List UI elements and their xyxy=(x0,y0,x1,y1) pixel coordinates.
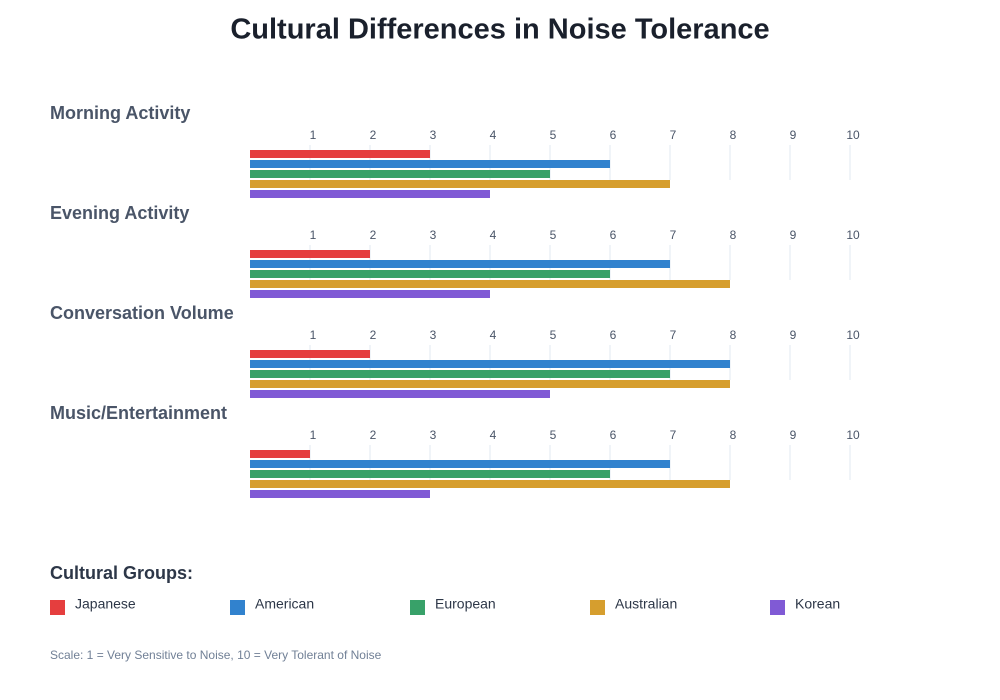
x-tick-label: 5 xyxy=(550,228,557,242)
x-tick-label: 8 xyxy=(730,128,737,142)
x-tick-label: 9 xyxy=(790,428,797,442)
bar xyxy=(250,270,610,278)
legend-label: American xyxy=(255,596,314,612)
bar xyxy=(250,170,550,178)
note: Scale: 1 = Very Sensitive to Noise, 10 =… xyxy=(50,648,382,662)
legend-swatch xyxy=(410,600,425,615)
x-tick-label: 6 xyxy=(610,228,617,242)
bar xyxy=(250,380,730,388)
bar xyxy=(250,150,430,158)
x-tick-label: 1 xyxy=(310,128,317,142)
bar xyxy=(250,370,670,378)
x-tick-label: 7 xyxy=(670,328,677,342)
legend-swatch xyxy=(770,600,785,615)
bar xyxy=(250,490,430,498)
x-tick-label: 6 xyxy=(610,128,617,142)
x-tick-label: 5 xyxy=(550,128,557,142)
x-tick-label: 3 xyxy=(430,428,437,442)
x-tick-label: 4 xyxy=(490,428,497,442)
legend-swatch xyxy=(590,600,605,615)
legend-label: European xyxy=(435,596,496,612)
x-tick-label: 3 xyxy=(430,128,437,142)
x-tick-label: 7 xyxy=(670,428,677,442)
legend-label: Australian xyxy=(615,596,677,612)
bar xyxy=(250,250,370,258)
x-tick-label: 5 xyxy=(550,328,557,342)
x-tick-label: 10 xyxy=(846,428,860,442)
bar xyxy=(250,360,730,368)
x-tick-label: 6 xyxy=(610,428,617,442)
x-tick-label: 10 xyxy=(846,128,860,142)
legend-swatch xyxy=(230,600,245,615)
bar xyxy=(250,260,670,268)
x-tick-label: 4 xyxy=(490,128,497,142)
x-tick-label: 5 xyxy=(550,428,557,442)
group-title: Evening Activity xyxy=(50,203,189,223)
group-title: Music/Entertainment xyxy=(50,403,227,423)
x-tick-label: 8 xyxy=(730,428,737,442)
bar xyxy=(250,180,670,188)
x-tick-label: 4 xyxy=(490,328,497,342)
x-tick-label: 6 xyxy=(610,328,617,342)
bar xyxy=(250,460,670,468)
legend-swatch xyxy=(50,600,65,615)
x-tick-label: 1 xyxy=(310,228,317,242)
legend-title: Cultural Groups: xyxy=(50,563,193,583)
x-tick-label: 7 xyxy=(670,128,677,142)
x-tick-label: 1 xyxy=(310,428,317,442)
x-tick-label: 2 xyxy=(370,328,377,342)
bar xyxy=(250,470,610,478)
group-title: Conversation Volume xyxy=(50,303,234,323)
bar xyxy=(250,160,610,168)
bar xyxy=(250,350,370,358)
x-tick-label: 10 xyxy=(846,228,860,242)
bar xyxy=(250,480,730,488)
x-tick-label: 9 xyxy=(790,328,797,342)
x-tick-label: 3 xyxy=(430,228,437,242)
group-title: Morning Activity xyxy=(50,103,190,123)
x-tick-label: 8 xyxy=(730,328,737,342)
x-tick-label: 1 xyxy=(310,328,317,342)
bar xyxy=(250,450,310,458)
bar xyxy=(250,290,490,298)
legend-label: Korean xyxy=(795,596,840,612)
bar xyxy=(250,390,550,398)
bar xyxy=(250,280,730,288)
x-tick-label: 2 xyxy=(370,228,377,242)
x-tick-label: 7 xyxy=(670,228,677,242)
legend-label: Japanese xyxy=(75,596,136,612)
x-tick-label: 2 xyxy=(370,428,377,442)
x-tick-label: 3 xyxy=(430,328,437,342)
bar xyxy=(250,190,490,198)
x-tick-label: 10 xyxy=(846,328,860,342)
x-tick-label: 4 xyxy=(490,228,497,242)
x-tick-label: 8 xyxy=(730,228,737,242)
chart-title: Cultural Differences in Noise Tolerance xyxy=(230,14,769,46)
x-tick-label: 9 xyxy=(790,228,797,242)
x-tick-label: 9 xyxy=(790,128,797,142)
x-tick-label: 2 xyxy=(370,128,377,142)
